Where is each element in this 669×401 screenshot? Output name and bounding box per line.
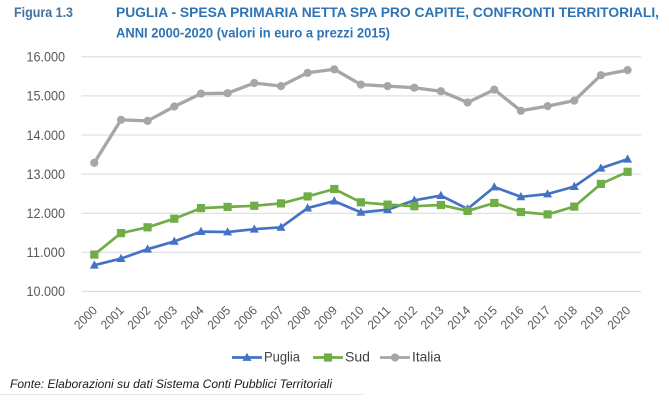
svg-text:ANNI 2000-2020 (valori in euro: ANNI 2000-2020 (valori in euro a prezzi …	[116, 26, 390, 42]
svg-text:PUGLIA - SPESA PRIMARIA NETTA: PUGLIA - SPESA PRIMARIA NETTA SPA PRO CA…	[116, 5, 659, 21]
svg-text:Figura 1.3: Figura 1.3	[14, 5, 73, 20]
svg-text:Puglia: Puglia	[264, 349, 300, 365]
svg-text:Fonte: Elaborazioni su dati Si: Fonte: Elaborazioni su dati Sistema Cont…	[10, 377, 332, 391]
svg-text:10.000: 10.000	[27, 283, 66, 299]
svg-text:11.000: 11.000	[27, 244, 66, 260]
svg-text:15.000: 15.000	[27, 88, 66, 104]
svg-text:16.000: 16.000	[27, 49, 66, 65]
svg-text:13.000: 13.000	[27, 166, 66, 182]
svg-text:Italia: Italia	[412, 349, 441, 365]
svg-text:14.000: 14.000	[27, 127, 66, 143]
svg-text:Sud: Sud	[345, 349, 370, 365]
svg-text:12.000: 12.000	[27, 205, 66, 221]
